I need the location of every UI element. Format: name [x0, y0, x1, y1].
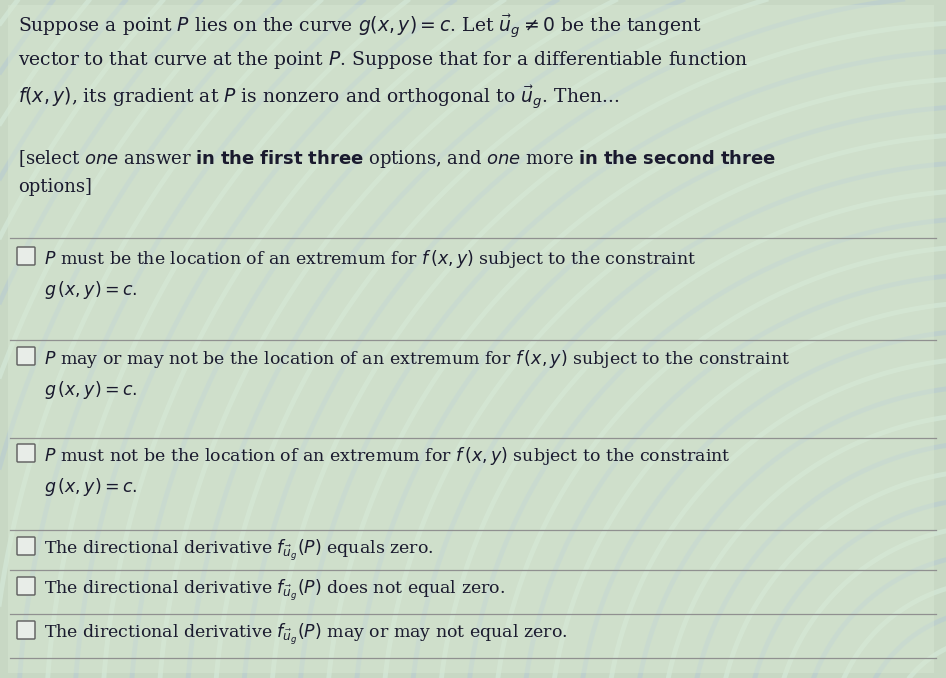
FancyBboxPatch shape	[17, 347, 35, 365]
Text: Suppose a point $P$ lies on the curve $g(x, y) = c$. Let $\vec{u}_g \neq 0$ be t: Suppose a point $P$ lies on the curve $g…	[18, 12, 748, 111]
Text: [select $\mathit{one}$ answer $\mathbf{in\ the\ first\ three}$ options, and $\ma: [select $\mathit{one}$ answer $\mathbf{i…	[18, 148, 776, 197]
Text: The directional derivative $f_{\vec{u}_g}(P)$ does not equal zero.: The directional derivative $f_{\vec{u}_g…	[44, 578, 505, 603]
Text: $P$ must be the location of an extremum for $f\,(x, y)$ subject to the constrain: $P$ must be the location of an extremum …	[44, 248, 696, 301]
Text: $P$ may or may not be the location of an extremum for $f\,(x, y)$ subject to the: $P$ may or may not be the location of an…	[44, 348, 790, 401]
FancyBboxPatch shape	[17, 537, 35, 555]
Text: $P$ must not be the location of an extremum for $f\,(x, y)$ subject to the const: $P$ must not be the location of an extre…	[44, 445, 730, 498]
FancyBboxPatch shape	[17, 621, 35, 639]
FancyBboxPatch shape	[17, 444, 35, 462]
FancyBboxPatch shape	[17, 577, 35, 595]
FancyBboxPatch shape	[8, 5, 934, 673]
FancyBboxPatch shape	[17, 247, 35, 265]
Text: The directional derivative $f_{\vec{u}_g}(P)$ may or may not equal zero.: The directional derivative $f_{\vec{u}_g…	[44, 622, 568, 647]
Text: The directional derivative $f_{\vec{u}_g}(P)$ equals zero.: The directional derivative $f_{\vec{u}_g…	[44, 538, 433, 563]
